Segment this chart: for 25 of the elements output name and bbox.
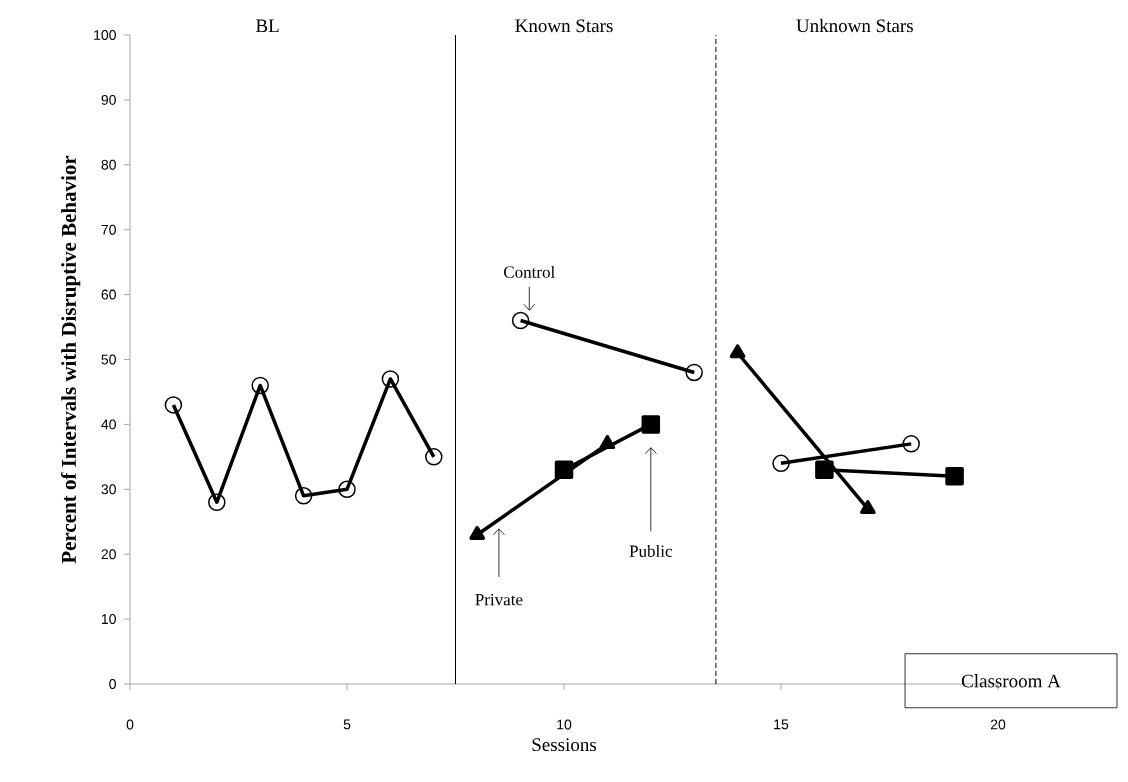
text: Public [629,544,673,557]
y-tick-label: 0 [109,679,116,689]
text: BL [255,19,279,33]
text: Control [504,265,555,278]
x-tick-label: 10 [557,719,572,730]
y-tick-label: 70 [101,224,116,235]
y-tick-label: 60 [101,289,116,300]
x-axis-title: Sessions [532,738,597,752]
text: Unknown Stars [796,18,913,33]
text: Private [475,593,523,606]
y-tick-label: 50 [101,354,116,365]
y-axis-title: Percent of Intervals with Disruptive Behavior [60,155,81,564]
text: Known Stars [515,19,613,33]
y-tick-label: 20 [101,549,116,560]
y-tick-label: 40 [101,419,116,430]
x-tick-label: 0 [126,719,134,730]
y-tick-label: 30 [101,484,116,495]
annotation: Classroom A [961,674,1061,688]
y-tick-label: 80 [101,159,116,170]
y-tick-label: 90 [101,94,116,105]
x-tick-label: 15 [774,719,789,730]
y-tick-label: 10 [101,614,116,625]
y-tick-label: 100 [94,30,116,40]
x-tick-label: 5 [343,719,351,730]
x-tick-label: 20 [990,719,1006,730]
